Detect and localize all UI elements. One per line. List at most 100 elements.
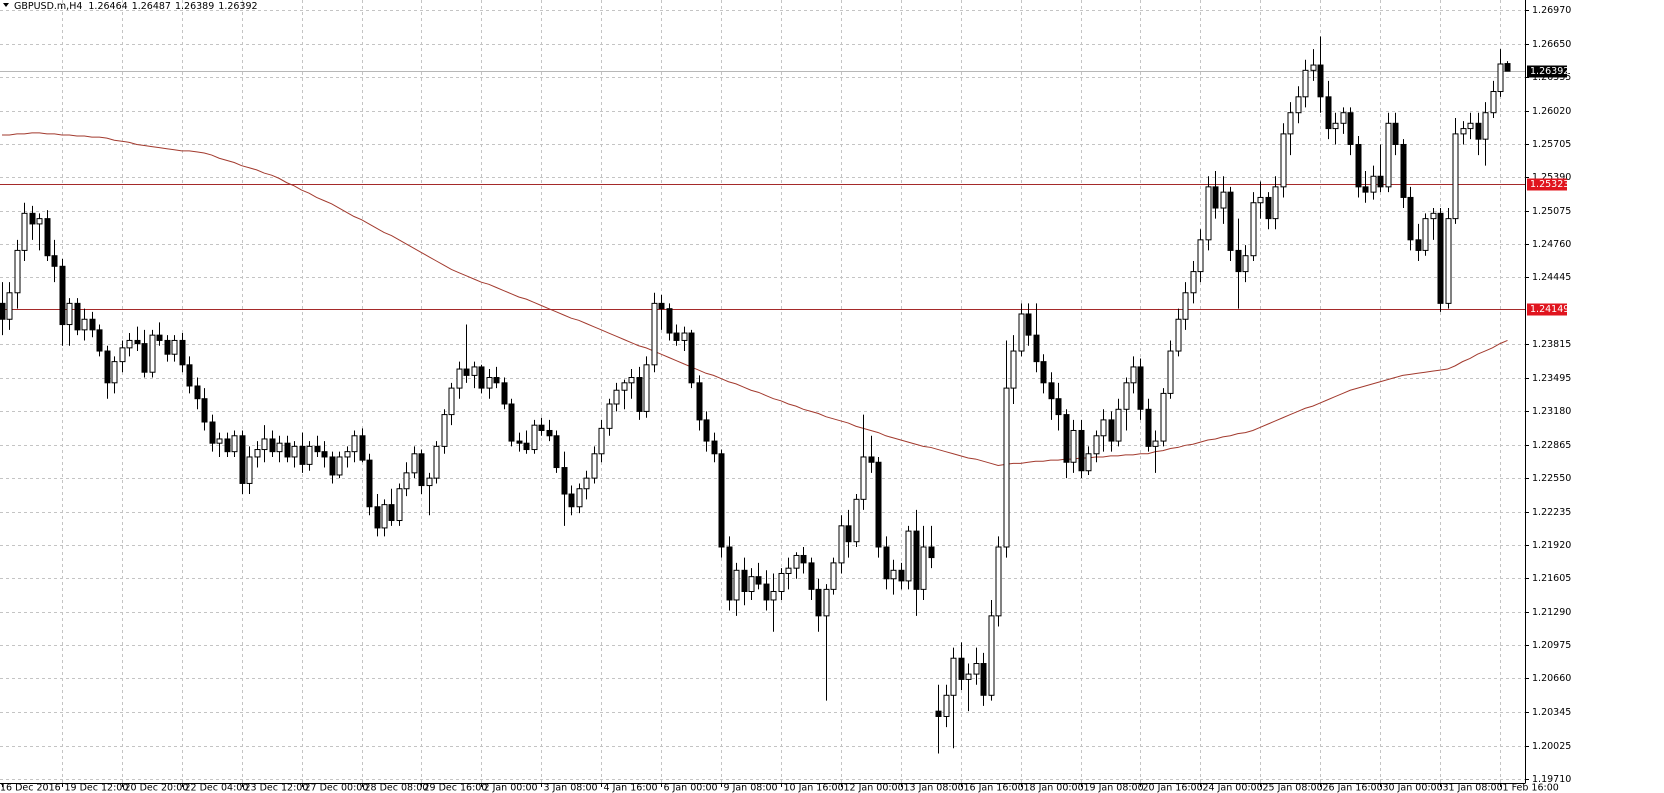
candle-body xyxy=(1175,318,1182,352)
y-tick-label: 1.26650 xyxy=(1532,39,1571,50)
candle-body xyxy=(1123,382,1130,410)
candle-body xyxy=(1093,435,1100,455)
candle-body xyxy=(1497,63,1504,93)
candle-body xyxy=(905,530,912,582)
candle-body xyxy=(621,382,628,391)
candle-body xyxy=(1347,112,1354,145)
candle-body xyxy=(1070,429,1077,463)
candle-body xyxy=(523,442,530,451)
candle-body xyxy=(553,435,560,469)
candle-body xyxy=(141,343,148,373)
candle-body xyxy=(329,456,336,476)
candle-body xyxy=(1370,175,1377,193)
candle-body xyxy=(149,334,156,373)
candle-body xyxy=(741,569,748,592)
y-tick-label: 1.24445 xyxy=(1532,272,1571,283)
y-tick-label: 1.23495 xyxy=(1532,373,1571,384)
candle-body xyxy=(718,453,725,548)
candle-body xyxy=(883,546,890,580)
candle-body xyxy=(426,477,433,487)
candle-body xyxy=(194,385,201,400)
candle-body xyxy=(314,445,321,453)
candle-body xyxy=(568,493,575,508)
low-value: 1.26389 xyxy=(175,1,214,12)
price-label-box xyxy=(1527,178,1567,191)
x-tick-label: 12 Jan 00:00 xyxy=(844,783,904,793)
candle-body xyxy=(306,445,313,465)
candle-body xyxy=(1445,218,1452,304)
x-tick-label: 29 Dec 16:00 xyxy=(424,783,488,793)
candle-body xyxy=(860,456,867,500)
candle-body xyxy=(74,302,81,331)
candle-body xyxy=(598,427,605,455)
candle-body xyxy=(1377,175,1384,188)
candle-body xyxy=(1272,186,1279,220)
candle-body xyxy=(261,438,268,451)
candle-body xyxy=(1182,292,1189,320)
candle-body xyxy=(486,377,493,389)
candle-body xyxy=(958,657,965,680)
symbol: GBPUSD.m,H4 xyxy=(14,1,82,12)
candle-body xyxy=(1167,350,1174,394)
candle-body xyxy=(583,477,590,490)
y-tick-label: 1.25705 xyxy=(1532,139,1571,150)
candle-body xyxy=(336,456,343,476)
candle-body xyxy=(1003,387,1010,548)
candle-body xyxy=(576,488,583,508)
y-tick-label: 1.22550 xyxy=(1532,473,1571,484)
candle-body xyxy=(928,546,935,559)
candle-body xyxy=(246,456,253,484)
candle-body xyxy=(1048,382,1055,400)
x-tick-label: 4 Jan 16:00 xyxy=(604,783,658,793)
candle-body xyxy=(808,562,815,590)
candle-body xyxy=(478,366,485,389)
candle-body xyxy=(546,429,553,437)
y-tick-label: 1.20345 xyxy=(1532,707,1571,718)
candle-body xyxy=(351,435,358,453)
y-tick-label: 1.25075 xyxy=(1532,206,1571,217)
candle-body xyxy=(463,368,470,376)
candle-body xyxy=(1212,186,1219,209)
candle-body xyxy=(201,398,208,423)
candle-body xyxy=(1250,202,1257,257)
candle-body xyxy=(471,366,478,376)
candle-body xyxy=(89,318,96,331)
y-tick-label: 1.21920 xyxy=(1532,540,1571,551)
candle-body xyxy=(1145,408,1152,447)
candle-body xyxy=(96,329,103,352)
candle-body xyxy=(1362,186,1369,193)
candle-body xyxy=(748,576,755,592)
x-tick-label: 16 Jan 16:00 xyxy=(964,783,1024,793)
candle-body xyxy=(838,525,845,564)
candle-body xyxy=(1055,398,1062,416)
candle-body xyxy=(344,451,351,458)
x-tick-label: 1 Feb 16:00 xyxy=(1503,783,1559,793)
candle-body xyxy=(1400,143,1407,198)
candle-body xyxy=(1385,122,1392,188)
candle-body xyxy=(21,212,28,251)
candle-body xyxy=(920,546,927,590)
candle-body xyxy=(1340,112,1347,124)
candle-body xyxy=(643,364,650,412)
candle-body xyxy=(785,567,792,574)
candle-body xyxy=(156,334,163,341)
y-tick-label: 1.26970 xyxy=(1532,5,1571,16)
candle-body xyxy=(1078,429,1085,472)
candle-body xyxy=(793,554,800,569)
candle-body xyxy=(29,212,36,225)
candle-body xyxy=(411,453,418,474)
y-tick-label: 1.24760 xyxy=(1532,239,1571,250)
y-tick-label: 1.23815 xyxy=(1532,339,1571,350)
candle-body xyxy=(1235,249,1242,273)
price-label: 1.25323 xyxy=(1530,179,1569,190)
candle-body xyxy=(988,615,995,696)
candle-body xyxy=(673,332,680,341)
candle-body xyxy=(943,694,950,717)
candle-body xyxy=(1257,196,1264,204)
y-tick-label: 1.19710 xyxy=(1532,774,1571,785)
y-tick-label: 1.25390 xyxy=(1532,172,1571,183)
x-tick-label: 30 Jan 00:00 xyxy=(1383,783,1443,793)
menu-icon[interactable] xyxy=(3,3,9,7)
candle-body xyxy=(1197,239,1204,273)
candle-body xyxy=(1332,122,1339,130)
